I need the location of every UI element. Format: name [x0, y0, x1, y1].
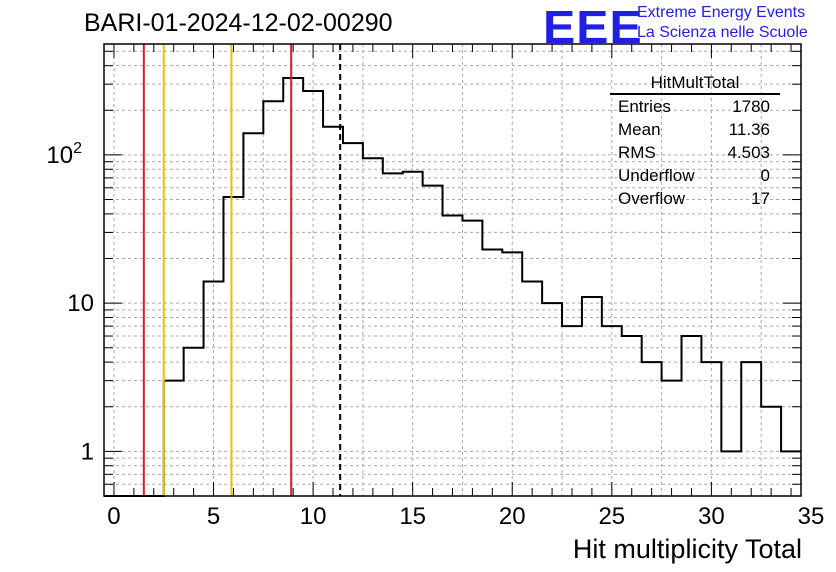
x-axis-label: Hit multiplicity Total — [572, 534, 802, 564]
eee-logo: EEE — [543, 1, 643, 53]
logo-line-2: La Scienza nelle Scuole — [637, 24, 808, 41]
x-tick-label: 35 — [798, 503, 825, 530]
stats-row-overflow: Overflow 17 — [610, 187, 780, 210]
x-tick-label: 10 — [300, 503, 327, 530]
stats-row-underflow: Underflow 0 — [610, 164, 780, 187]
y-tick-label: 1 — [81, 438, 94, 465]
x-tick-label: 5 — [207, 503, 220, 530]
x-tick-label: 25 — [598, 503, 625, 530]
stats-label: Underflow — [618, 166, 695, 185]
stats-label: RMS — [618, 143, 656, 162]
x-tick-label: 15 — [399, 503, 426, 530]
stats-title: HitMultTotal — [610, 72, 780, 95]
stats-value: 4.503 — [727, 143, 770, 162]
stats-row-entries: Entries 1780 — [610, 95, 780, 118]
logo-line-1: Extreme Energy Events — [637, 4, 806, 21]
histogram-outline — [104, 77, 801, 497]
stats-box: HitMultTotal Entries 1780 Mean 11.36 RMS… — [610, 72, 780, 210]
stats-value: 11.36 — [728, 120, 770, 139]
y-tick-label: 10 — [67, 290, 94, 317]
stats-value: 0 — [760, 166, 770, 185]
x-tick-label: 20 — [499, 503, 526, 530]
stats-row-rms: RMS 4.503 — [610, 141, 780, 164]
stats-label: Overflow — [618, 189, 686, 208]
x-tick-label: 0 — [107, 503, 120, 530]
stats-label: Entries — [618, 97, 671, 116]
stats-label: Mean — [618, 120, 661, 139]
stats-value: 17 — [751, 189, 770, 208]
chart-title: BARI-01-2024-12-02-00290 — [84, 9, 393, 37]
y-tick-label: 102 — [46, 140, 82, 169]
x-tick-label: 30 — [698, 503, 725, 530]
stats-value: 1780 — [732, 97, 770, 116]
stats-row-mean: Mean 11.36 — [610, 118, 780, 141]
